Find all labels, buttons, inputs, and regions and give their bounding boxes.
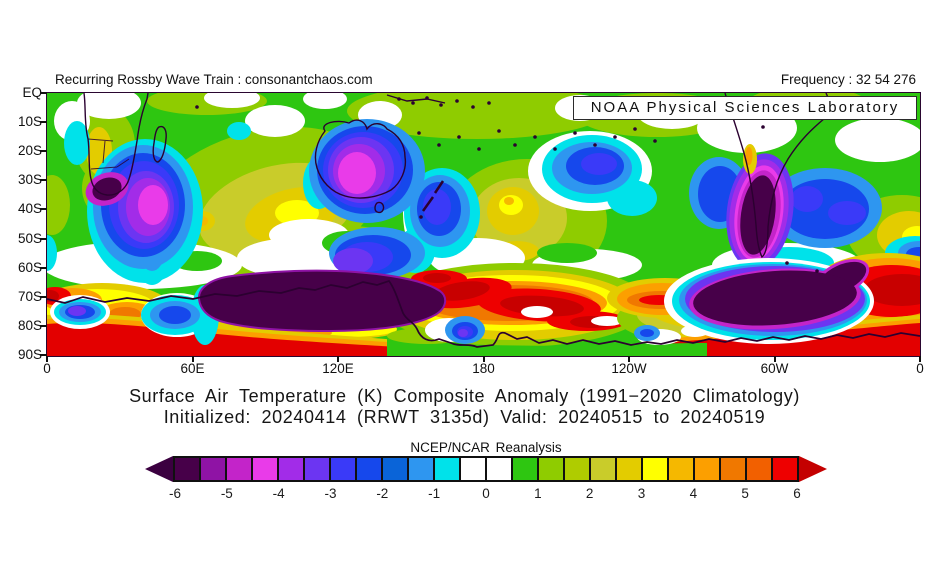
colorbar-cell: [641, 458, 667, 480]
x-axis-label: 60W: [760, 361, 789, 376]
x-axis-label: 60E: [180, 361, 205, 376]
coastlines: [47, 93, 920, 348]
y-axis-tick: [40, 295, 47, 298]
colorbar-tick-label: -2: [376, 486, 389, 501]
colorbar-cells: [173, 456, 799, 482]
noaa-psl-box: NOAA Physical Sciences Laboratory: [573, 95, 917, 120]
colorbar-cell: [225, 458, 251, 480]
anomaly-map: [47, 93, 920, 356]
x-axis-label: 180: [472, 361, 495, 376]
colorbar-cell: [615, 458, 641, 480]
y-axis-tick: [40, 150, 47, 153]
colorbar-tick-label: -1: [428, 486, 441, 501]
colorbar-tick-label: -4: [272, 486, 285, 501]
colorbar-cell: [303, 458, 329, 480]
x-axis-label: 120W: [611, 361, 647, 376]
colorbar-cell: [667, 458, 693, 480]
colorbar-cell: [381, 458, 407, 480]
colorbar-cell: [745, 458, 771, 480]
new-guinea-coastline: [386, 94, 446, 104]
colorbar-left-arrow: [145, 456, 173, 482]
colorbar-cell: [589, 458, 615, 480]
colorbar-tick-label: 2: [585, 486, 594, 501]
colorbar-tick-label: 4: [689, 486, 698, 501]
x-axis-label: 0: [43, 361, 51, 376]
x-axis-tick: [46, 356, 48, 362]
y-axis-label: 10S: [17, 114, 42, 130]
y-axis-label: 70S: [17, 288, 42, 304]
antarctic-extreme-cold-blobs: [197, 258, 874, 344]
africa-borders: [87, 138, 130, 170]
y-axis-tick: [40, 208, 47, 211]
y-axis-label: 80S: [17, 317, 42, 333]
y-axis-label: 30S: [17, 172, 42, 188]
y-axis-label: 50S: [17, 230, 42, 246]
colorbar-cell: [355, 458, 381, 480]
colorbar-tick-label: 5: [741, 486, 749, 501]
cold-anomalies: [47, 119, 920, 285]
colorbar-cell: [563, 458, 589, 480]
antarctic-cold-spots: [50, 285, 660, 345]
madagascar-coastline: [152, 125, 167, 163]
colorbar-tick-label: 3: [637, 486, 646, 501]
y-axis-tick: [40, 92, 47, 94]
y-axis-tick: [40, 179, 47, 182]
y-axis-label: 20S: [17, 143, 42, 159]
colorbar-tick-label: 6: [793, 486, 801, 501]
noaa-psl-label: NOAA Physical Sciences Laboratory: [590, 98, 900, 116]
x-axis-tick: [919, 356, 921, 362]
new-zealand-coastline: [421, 180, 445, 212]
map-panel: [46, 92, 921, 357]
colorbar-cell: [199, 458, 225, 480]
colorbar-cell: [433, 458, 459, 480]
y-axis-tick: [40, 121, 47, 124]
x-axis-tick: [337, 356, 339, 362]
x-axis-tick: [191, 356, 194, 362]
colorbar-right-arrow: [799, 456, 827, 482]
y-axis-tick: [40, 324, 47, 327]
colorbar-tick-label: 1: [534, 486, 542, 501]
colorbar-cell: [277, 458, 303, 480]
y-axis-label: EQ: [22, 85, 42, 100]
y-axis-tick: [40, 353, 47, 356]
colorbar-title: NCEP/NCAR Reanalysis: [410, 440, 562, 455]
australia-coastline: [314, 119, 407, 199]
x-axis-label: 0: [916, 361, 924, 376]
x-axis-label: 120E: [322, 361, 354, 376]
y-axis-tick: [40, 266, 47, 269]
colorbar-cell: [537, 458, 563, 480]
colorbar-tick-label: -3: [324, 486, 337, 501]
y-axis-label: 90S: [17, 346, 42, 362]
colorbar-cell: [719, 458, 745, 480]
colorbar-cell: [511, 458, 537, 480]
frequency-label: Frequency : 32 54 276: [780, 72, 916, 87]
antarctica-coastline: [47, 279, 920, 348]
y-axis-label: 40S: [17, 201, 42, 217]
x-axis-tick: [628, 356, 630, 362]
watermark-source-text: Recurring Rossby Wave Train : consonantc…: [55, 72, 373, 87]
colorbar: [173, 456, 799, 482]
chart-title: Surface Air Temperature (K) Composite An…: [129, 386, 800, 406]
y-axis-label: 60S: [17, 259, 42, 275]
x-axis-tick: [773, 356, 776, 362]
colorbar-cell: [251, 458, 277, 480]
colorbar-tick-label: -6: [168, 486, 181, 501]
chart-subtitle: Initialized: 20240414 (RRWT 3135d) Valid…: [163, 407, 766, 427]
colorbar-cell: [407, 458, 433, 480]
colorbar-cell: [175, 458, 199, 480]
colorbar-cell: [693, 458, 719, 480]
south-america-coastline: [724, 93, 831, 259]
colorbar-cell: [485, 458, 511, 480]
colorbar-cell: [459, 458, 485, 480]
island-dots: [195, 96, 819, 273]
colorbar-tick-label: -5: [220, 486, 233, 501]
colorbar-cell: [329, 458, 355, 480]
x-axis-tick: [482, 356, 485, 362]
colorbar-tick-label: 0: [482, 486, 490, 501]
colorbar-cell: [771, 458, 797, 480]
y-axis-tick: [40, 237, 47, 240]
tasmania-coastline: [374, 201, 385, 214]
